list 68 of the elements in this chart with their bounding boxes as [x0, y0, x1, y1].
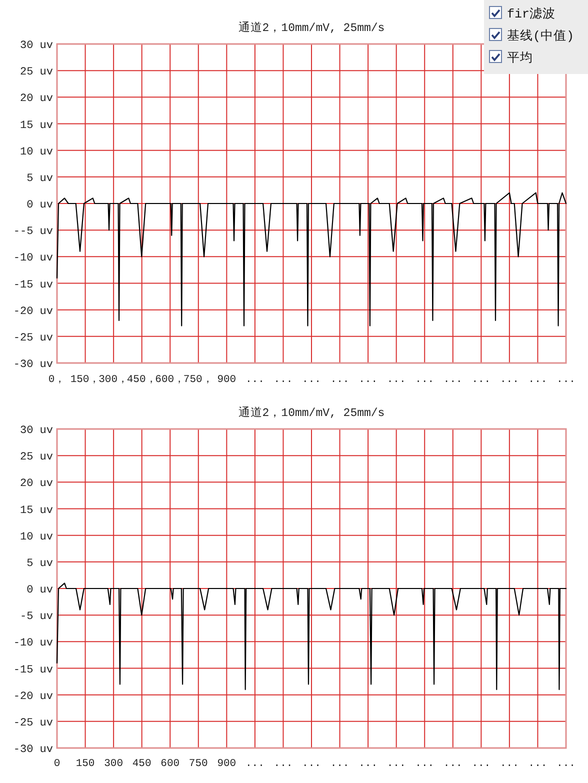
- x-tick-label: ...: [330, 374, 350, 386]
- x-tick-label: 600，: [155, 374, 186, 386]
- x-tick-label: ...: [415, 758, 434, 770]
- x-tick-label: ...: [302, 758, 321, 770]
- x-tick-label: ...: [274, 374, 293, 386]
- y-tick-label: --5 uv: [13, 226, 54, 238]
- x-tick-label: 450，: [126, 374, 157, 386]
- y-tick-label: -15 uv: [13, 279, 54, 292]
- y-tick-label: -5 uv: [20, 611, 54, 624]
- y-tick-label: -30 uv: [13, 744, 54, 756]
- x-tick-label: 300: [104, 758, 124, 770]
- x-tick-label: ...: [302, 374, 321, 386]
- x-tick-label: ...: [528, 758, 548, 770]
- x-tick-label: ...: [386, 758, 406, 770]
- y-tick-label: 30 uv: [20, 425, 54, 437]
- chart-title: 通道2，10mm/mV, 25mm/s: [238, 21, 385, 35]
- y-tick-label: -15 uv: [13, 664, 54, 676]
- x-tick-label: ...: [443, 758, 462, 770]
- x-tick-label: ...: [556, 758, 576, 770]
- x-tick-label: ...: [330, 758, 350, 770]
- y-tick-label: 0 uv: [26, 200, 54, 212]
- x-tick-label: ...: [556, 374, 576, 386]
- y-tick-label: 5 uv: [26, 172, 54, 185]
- x-tick-label: ...: [274, 758, 293, 770]
- x-tick-label: ...: [245, 758, 264, 770]
- chart-title: 通道2，10mm/mV, 25mm/s: [238, 406, 385, 420]
- x-tick-label: ...: [358, 374, 378, 386]
- y-tick-label: 25 uv: [20, 66, 54, 79]
- x-tick-label: 900: [217, 374, 236, 386]
- x-tick-label: 0: [54, 758, 60, 770]
- x-tick-label: 600: [160, 758, 180, 770]
- x-tick-label: 750: [188, 758, 208, 770]
- y-tick-label: 30 uv: [20, 40, 54, 52]
- x-tick-label: 450: [132, 758, 152, 770]
- y-tick-label: 25 uv: [20, 452, 54, 464]
- x-tick-label: ...: [500, 374, 519, 386]
- x-tick-label: ...: [472, 758, 491, 770]
- x-tick-label: ...: [386, 374, 406, 386]
- y-tick-label: -25 uv: [13, 332, 54, 344]
- annotation: 平均: [507, 50, 533, 66]
- x-tick-label: 300，: [98, 374, 129, 386]
- x-tick-label: ...: [415, 374, 434, 386]
- x-tick-label: ...: [443, 374, 462, 386]
- x-tick-label: ...: [500, 758, 519, 770]
- x-tick-label: ...: [245, 374, 264, 386]
- y-tick-label: 20 uv: [20, 478, 54, 490]
- x-tick-label: ...: [358, 758, 378, 770]
- x-tick-label: 150: [76, 758, 95, 770]
- y-tick-label: 20 uv: [20, 93, 54, 106]
- y-tick-label: 10 uv: [20, 531, 54, 544]
- x-tick-label: 750，: [183, 374, 214, 386]
- y-tick-label: -30 uv: [13, 359, 54, 371]
- y-tick-label: 0 uv: [26, 584, 54, 596]
- y-tick-label: -25 uv: [13, 717, 54, 730]
- y-tick-label: -20 uv: [13, 306, 54, 318]
- x-tick-label: ...: [472, 374, 491, 386]
- x-tick-label: 0，: [48, 374, 66, 386]
- y-tick-label: -20 uv: [13, 690, 54, 703]
- y-tick-label: 15 uv: [20, 120, 54, 132]
- x-tick-label: 900: [217, 758, 236, 770]
- y-tick-label: 10 uv: [20, 146, 54, 158]
- checkbox-panel: fir滤波 基线(中值) 平均: [484, 0, 588, 74]
- y-tick-label: 5 uv: [26, 558, 54, 570]
- x-tick-label: 150，: [70, 374, 100, 386]
- y-tick-label: 15 uv: [20, 504, 54, 517]
- y-tick-label: -10 uv: [13, 638, 54, 650]
- y-tick-label: -10 uv: [13, 252, 54, 265]
- x-tick-label: ...: [528, 374, 548, 386]
